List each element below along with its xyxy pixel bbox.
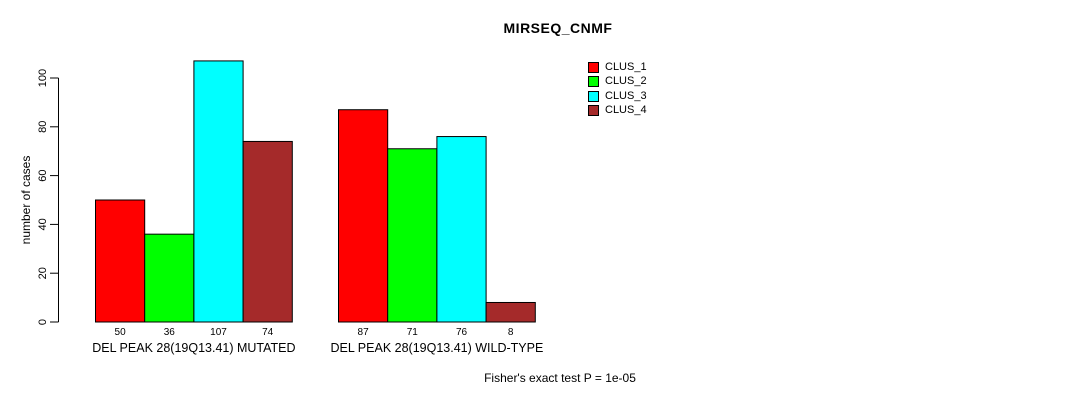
fisher-test-note: Fisher's exact test P = 1e-05 [484,371,636,385]
bar-clus_2-group2 [387,148,438,323]
legend-label: CLUS_2 [605,75,647,88]
bar-value-label: 8 [508,327,514,338]
bar-value-label: 87 [358,327,370,338]
bar-clus_4-group2 [485,301,536,323]
bar-clus_3-group2 [436,136,487,323]
legend-swatch-icon [588,90,599,102]
legend-label: CLUS_1 [605,61,647,73]
bar-clus_4-group1 [242,140,293,323]
legend: CLUS_1 CLUS_2 CLUS_3 CLUS_4 [588,62,647,120]
legend-row-clus_3: CLUS_3 [588,89,647,102]
legend-label: CLUS_4 [605,104,647,117]
legend-swatch-icon [588,62,599,73]
y-axis-tick-label: 20 [37,267,49,279]
chart-title: MIRSEQ_CNMF [503,20,613,36]
category-label: DEL PEAK 28(19Q13.41) MUTATED [92,341,295,355]
bar-value-label: 50 [115,327,127,338]
legend-row-clus_4: CLUS_4 [588,104,647,117]
bar-clus_2-group1 [144,233,195,323]
bar-value-label: 71 [407,327,419,338]
bar-clus_1-group2 [338,109,389,323]
bar-value-label: 74 [262,327,274,338]
y-axis-tick-label: 60 [37,169,49,181]
bar-value-label: 76 [456,327,468,338]
y-axis-tick-label: 0 [37,319,49,325]
y-axis-tick-label: 80 [37,121,49,133]
legend-row-clus_2: CLUS_2 [588,75,647,88]
y-axis-tick-label: 40 [37,218,49,230]
bar-clus_1-group1 [95,199,146,323]
bar-value-label: 107 [210,327,227,338]
legend-swatch-icon [588,105,599,117]
legend-swatch-icon [588,76,599,88]
legend-row-clus_1: CLUS_1 [588,62,647,73]
bar-clus_3-group1 [193,60,244,323]
legend-label: CLUS_3 [605,89,647,102]
category-label: DEL PEAK 28(19Q13.41) WILD-TYPE [330,341,543,355]
bar-value-label: 36 [164,327,176,338]
y-axis-tick-label: 100 [37,69,49,87]
